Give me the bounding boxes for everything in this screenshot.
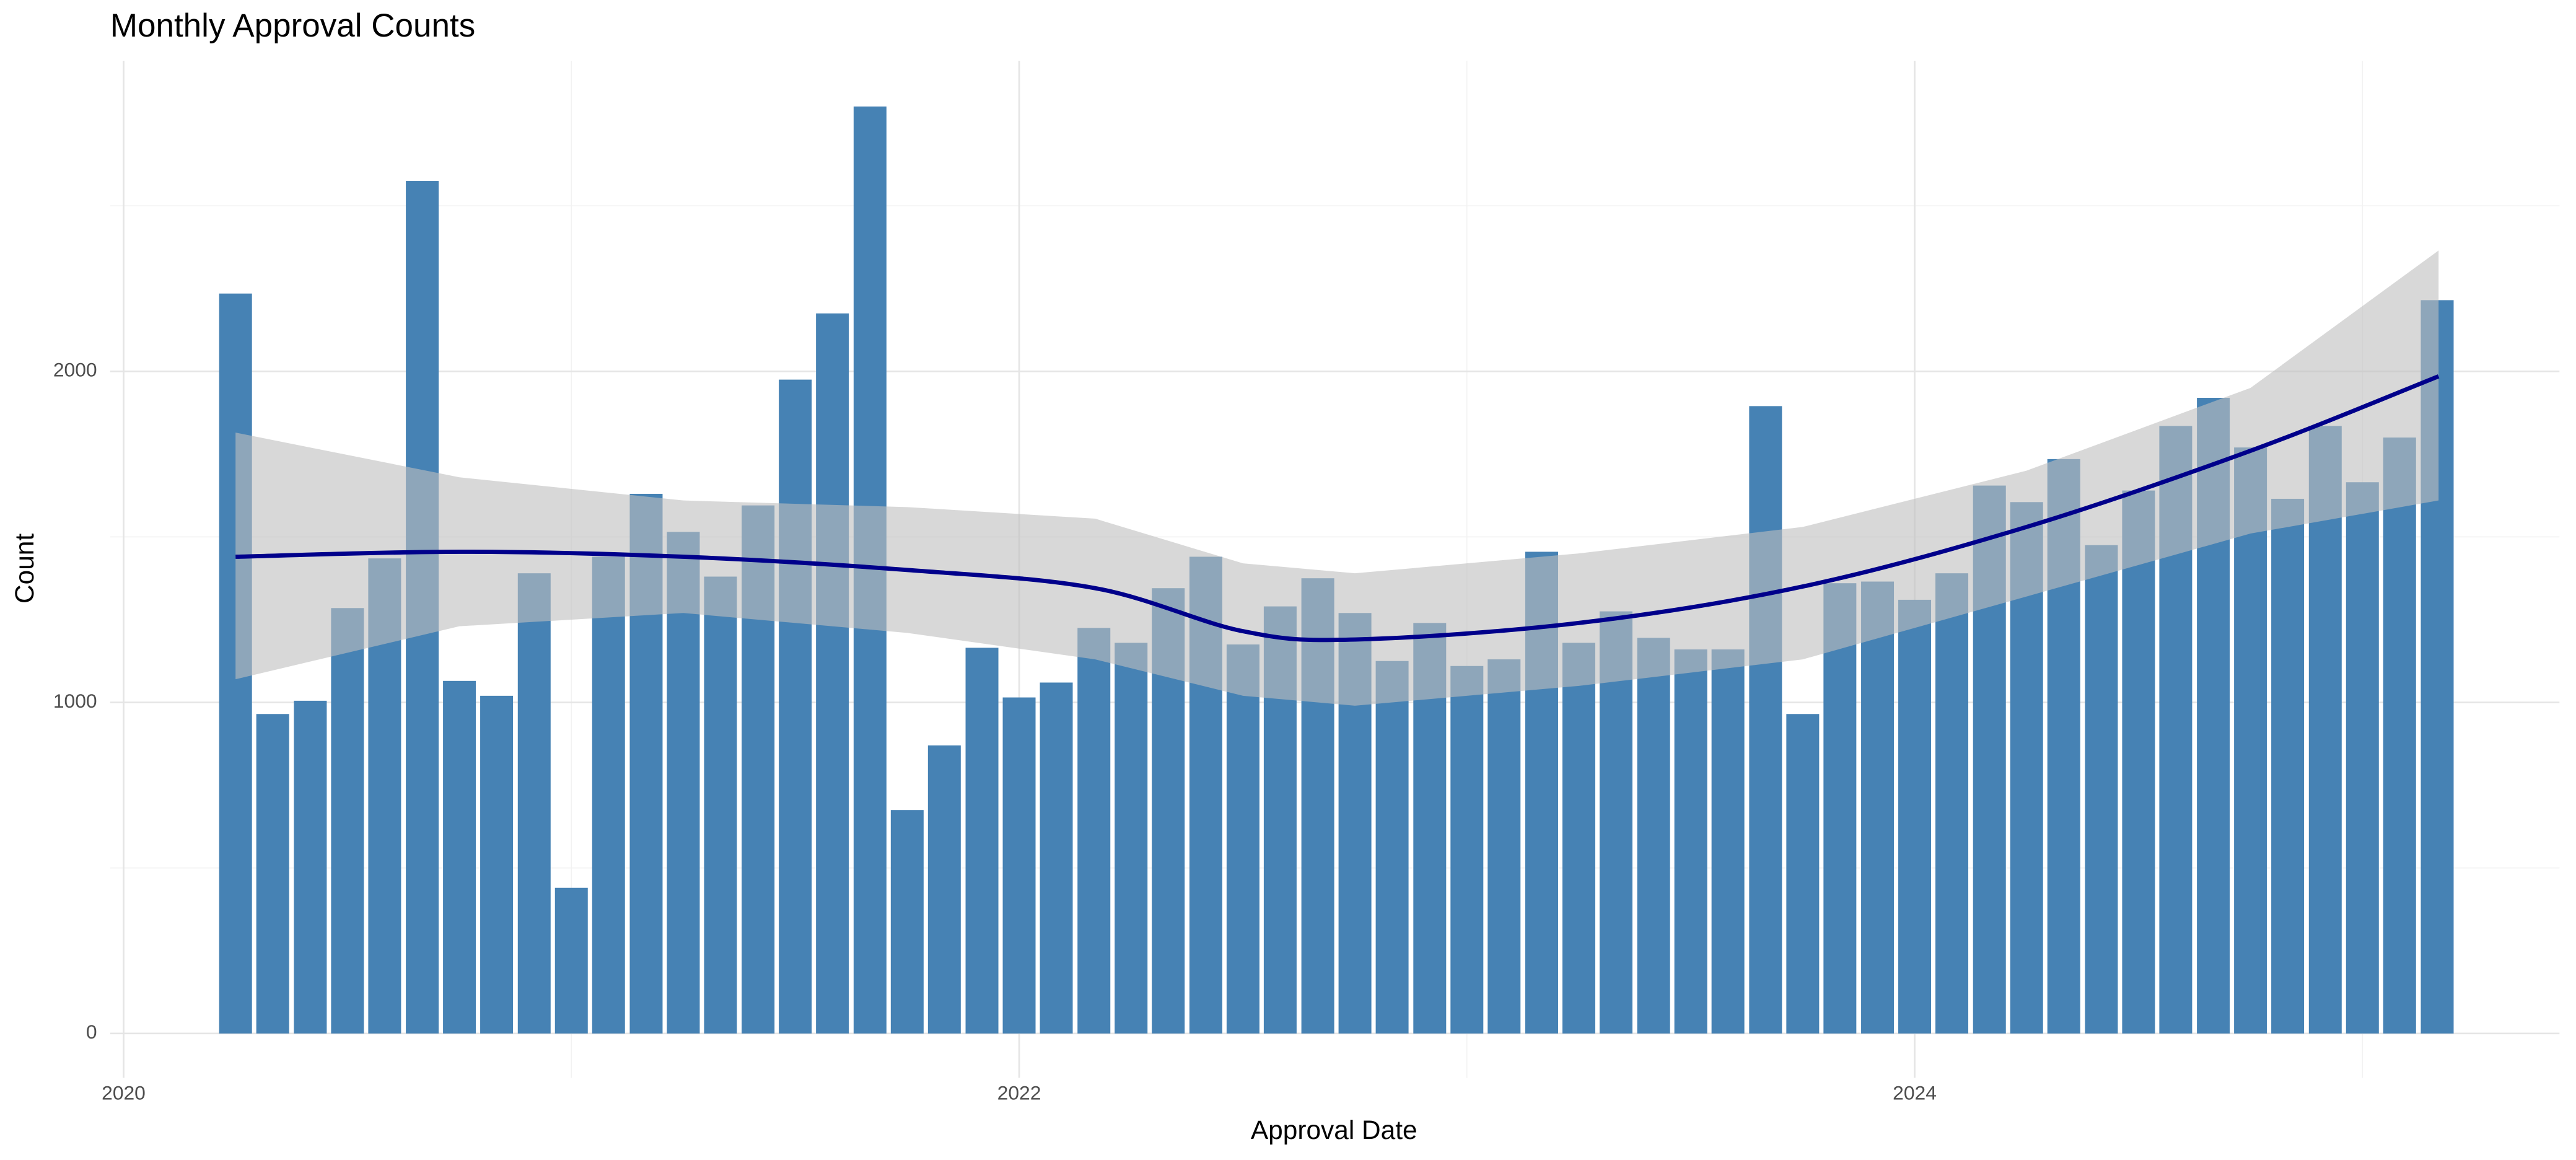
- bar: [1861, 581, 1895, 1034]
- x-tick-label: 2024: [1893, 1081, 1937, 1104]
- bar: [480, 695, 514, 1034]
- x-tick-label: 2020: [102, 1081, 146, 1104]
- y-tick-label: 2000: [53, 359, 97, 381]
- bar: [1562, 643, 1595, 1034]
- bar: [1115, 643, 1148, 1034]
- bar: [1749, 406, 1782, 1034]
- bar: [2122, 490, 2155, 1034]
- bar: [294, 700, 327, 1034]
- bar: [1375, 661, 1409, 1034]
- bar: [779, 379, 812, 1034]
- bar: [517, 573, 551, 1034]
- y-tick-label: 1000: [53, 690, 97, 712]
- bar: [2271, 498, 2305, 1034]
- bar: [256, 714, 289, 1034]
- bar: [1786, 714, 1820, 1034]
- bar: [2383, 437, 2416, 1034]
- bar: [1935, 573, 1969, 1034]
- bar: [1040, 682, 1073, 1034]
- bar: [965, 648, 999, 1034]
- bar: [1077, 628, 1111, 1034]
- bar: [592, 556, 625, 1034]
- y-tick-label: 0: [86, 1021, 97, 1043]
- bar: [2308, 426, 2342, 1034]
- chart-title: Monthly Approval Counts: [110, 7, 475, 44]
- y-axis-title: Count: [10, 534, 39, 604]
- bar: [890, 810, 924, 1034]
- bar: [1002, 697, 1036, 1034]
- bar: [667, 532, 700, 1034]
- x-tick-label: 2022: [997, 1081, 1041, 1104]
- bar: [1898, 599, 1932, 1034]
- bar: [554, 887, 588, 1034]
- bar: [1487, 659, 1521, 1034]
- x-axis-title: Approval Date: [1251, 1115, 1417, 1145]
- bar: [816, 313, 849, 1034]
- bar: [2085, 545, 2118, 1034]
- trend-line: [235, 374, 2440, 643]
- bar: [1226, 644, 1260, 1034]
- bar: [1637, 638, 1670, 1034]
- bar: [1450, 666, 1484, 1034]
- bar: [1674, 649, 1707, 1034]
- bar: [927, 745, 961, 1034]
- bar: [2346, 482, 2379, 1034]
- bar: [443, 680, 476, 1034]
- confidence-band: [235, 250, 2439, 706]
- bar: [331, 608, 364, 1034]
- bar: [2234, 447, 2267, 1034]
- bar: [704, 576, 737, 1034]
- bar: [1711, 649, 1745, 1034]
- bar: [1823, 583, 1857, 1034]
